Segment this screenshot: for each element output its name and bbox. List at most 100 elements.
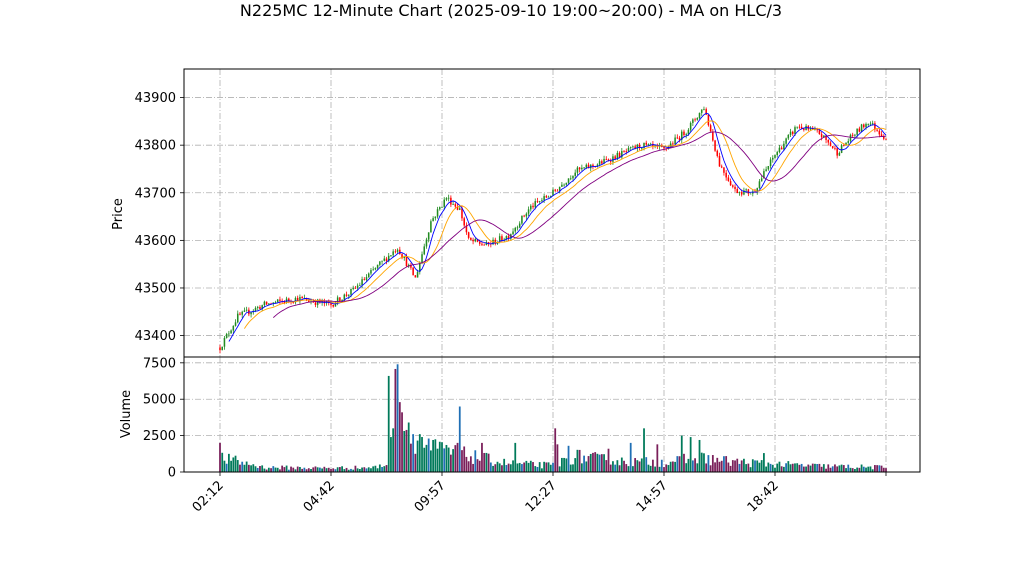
volume-bar (729, 465, 732, 472)
volume-bar (529, 460, 532, 472)
volume-bar (707, 455, 710, 472)
volume-bar (825, 468, 827, 472)
volume-bar (585, 461, 588, 472)
volume-bar (791, 463, 794, 472)
candle-body (627, 147, 630, 152)
volume-bar (718, 461, 721, 472)
candle-body (811, 128, 814, 130)
volume-bar (738, 463, 741, 472)
volume-bar (665, 464, 668, 472)
candle-body (743, 190, 745, 195)
volume-bar (798, 464, 801, 472)
candle-body (410, 264, 412, 268)
volume-bar (441, 442, 443, 472)
volume-bar (496, 461, 499, 472)
candle-body (383, 258, 386, 261)
volume-bar (600, 454, 603, 472)
candle-body (596, 164, 599, 167)
volume-bar (774, 467, 776, 472)
candle-body (354, 287, 357, 289)
candle-body (572, 175, 574, 179)
volume-bar (392, 428, 395, 472)
candle-body (636, 144, 639, 149)
candle-body (863, 124, 865, 128)
volume-bar (434, 439, 437, 472)
volume-bar (809, 465, 812, 472)
volume-bar (885, 468, 887, 472)
volume-bar (458, 406, 461, 472)
volume-bar (514, 442, 517, 472)
candle-body (370, 270, 372, 274)
candle-body (798, 126, 801, 128)
volume-bar (449, 454, 452, 472)
candle-body (632, 146, 634, 148)
volume-bar (638, 461, 641, 472)
volume-bar (312, 467, 315, 472)
candle-body (634, 146, 636, 149)
volume-bar (760, 460, 763, 472)
volume-bar (290, 466, 292, 472)
volume-bar (569, 464, 572, 472)
volume-bar (427, 438, 430, 472)
volume-bar (430, 450, 432, 472)
volume-bar (574, 458, 577, 472)
volume-bar (578, 449, 581, 472)
candle-body (521, 215, 523, 224)
volume-bar (301, 468, 304, 472)
candle-body (758, 181, 761, 189)
candle-body (674, 137, 676, 145)
candle-body (740, 192, 743, 195)
candle-body (532, 205, 534, 208)
volume-bar (303, 467, 306, 472)
volume-bar (321, 468, 324, 472)
candle-body (239, 313, 241, 315)
candle-body (556, 190, 559, 192)
volume-bar (652, 459, 654, 472)
candle-body (396, 249, 399, 252)
candle-body (638, 144, 641, 148)
volume-axis-label: Volume (119, 390, 134, 438)
volume-bar (649, 465, 652, 472)
volume-bar (494, 464, 497, 472)
candle-body (283, 301, 286, 303)
candle-body (223, 337, 226, 347)
volume-bar (330, 469, 332, 472)
candle-body (836, 148, 838, 156)
xtick-label: 12:27 (523, 478, 560, 515)
volume-bar (811, 463, 814, 472)
volume-bar (472, 463, 474, 472)
candle-body (820, 134, 823, 138)
candle-body (587, 164, 590, 169)
candle-body (823, 135, 825, 138)
candle-body (776, 152, 778, 156)
chart-title: N225MC 12-Minute Chart (2025-09-10 19:00… (240, 1, 782, 20)
volume-bar (405, 429, 408, 472)
candle-body (874, 123, 876, 130)
candle-body (869, 123, 872, 125)
ma-5-line (228, 112, 887, 342)
volume-bar (663, 467, 665, 472)
volume-bar (489, 462, 492, 472)
candle-body (700, 109, 703, 113)
volume-bar (416, 440, 419, 472)
candle-body (234, 322, 237, 326)
volume-bar (410, 443, 412, 472)
volume-bar (660, 459, 663, 472)
volume-bar (714, 462, 716, 472)
candle-body (851, 134, 854, 136)
candle-body (367, 273, 370, 278)
volume-bar (696, 463, 699, 472)
volume-bar (856, 467, 859, 472)
candle-body (603, 158, 605, 164)
candle-body (534, 201, 537, 208)
candle-body (505, 236, 508, 240)
volume-bar (327, 467, 330, 472)
volume-bar (516, 463, 519, 472)
volume-bar (285, 465, 288, 472)
volume-bar (598, 454, 601, 472)
volume-bar (436, 448, 439, 472)
volume-bar (838, 465, 841, 472)
volume-bar (296, 466, 299, 472)
volume-bar (787, 461, 790, 472)
volume-bar (620, 457, 623, 472)
